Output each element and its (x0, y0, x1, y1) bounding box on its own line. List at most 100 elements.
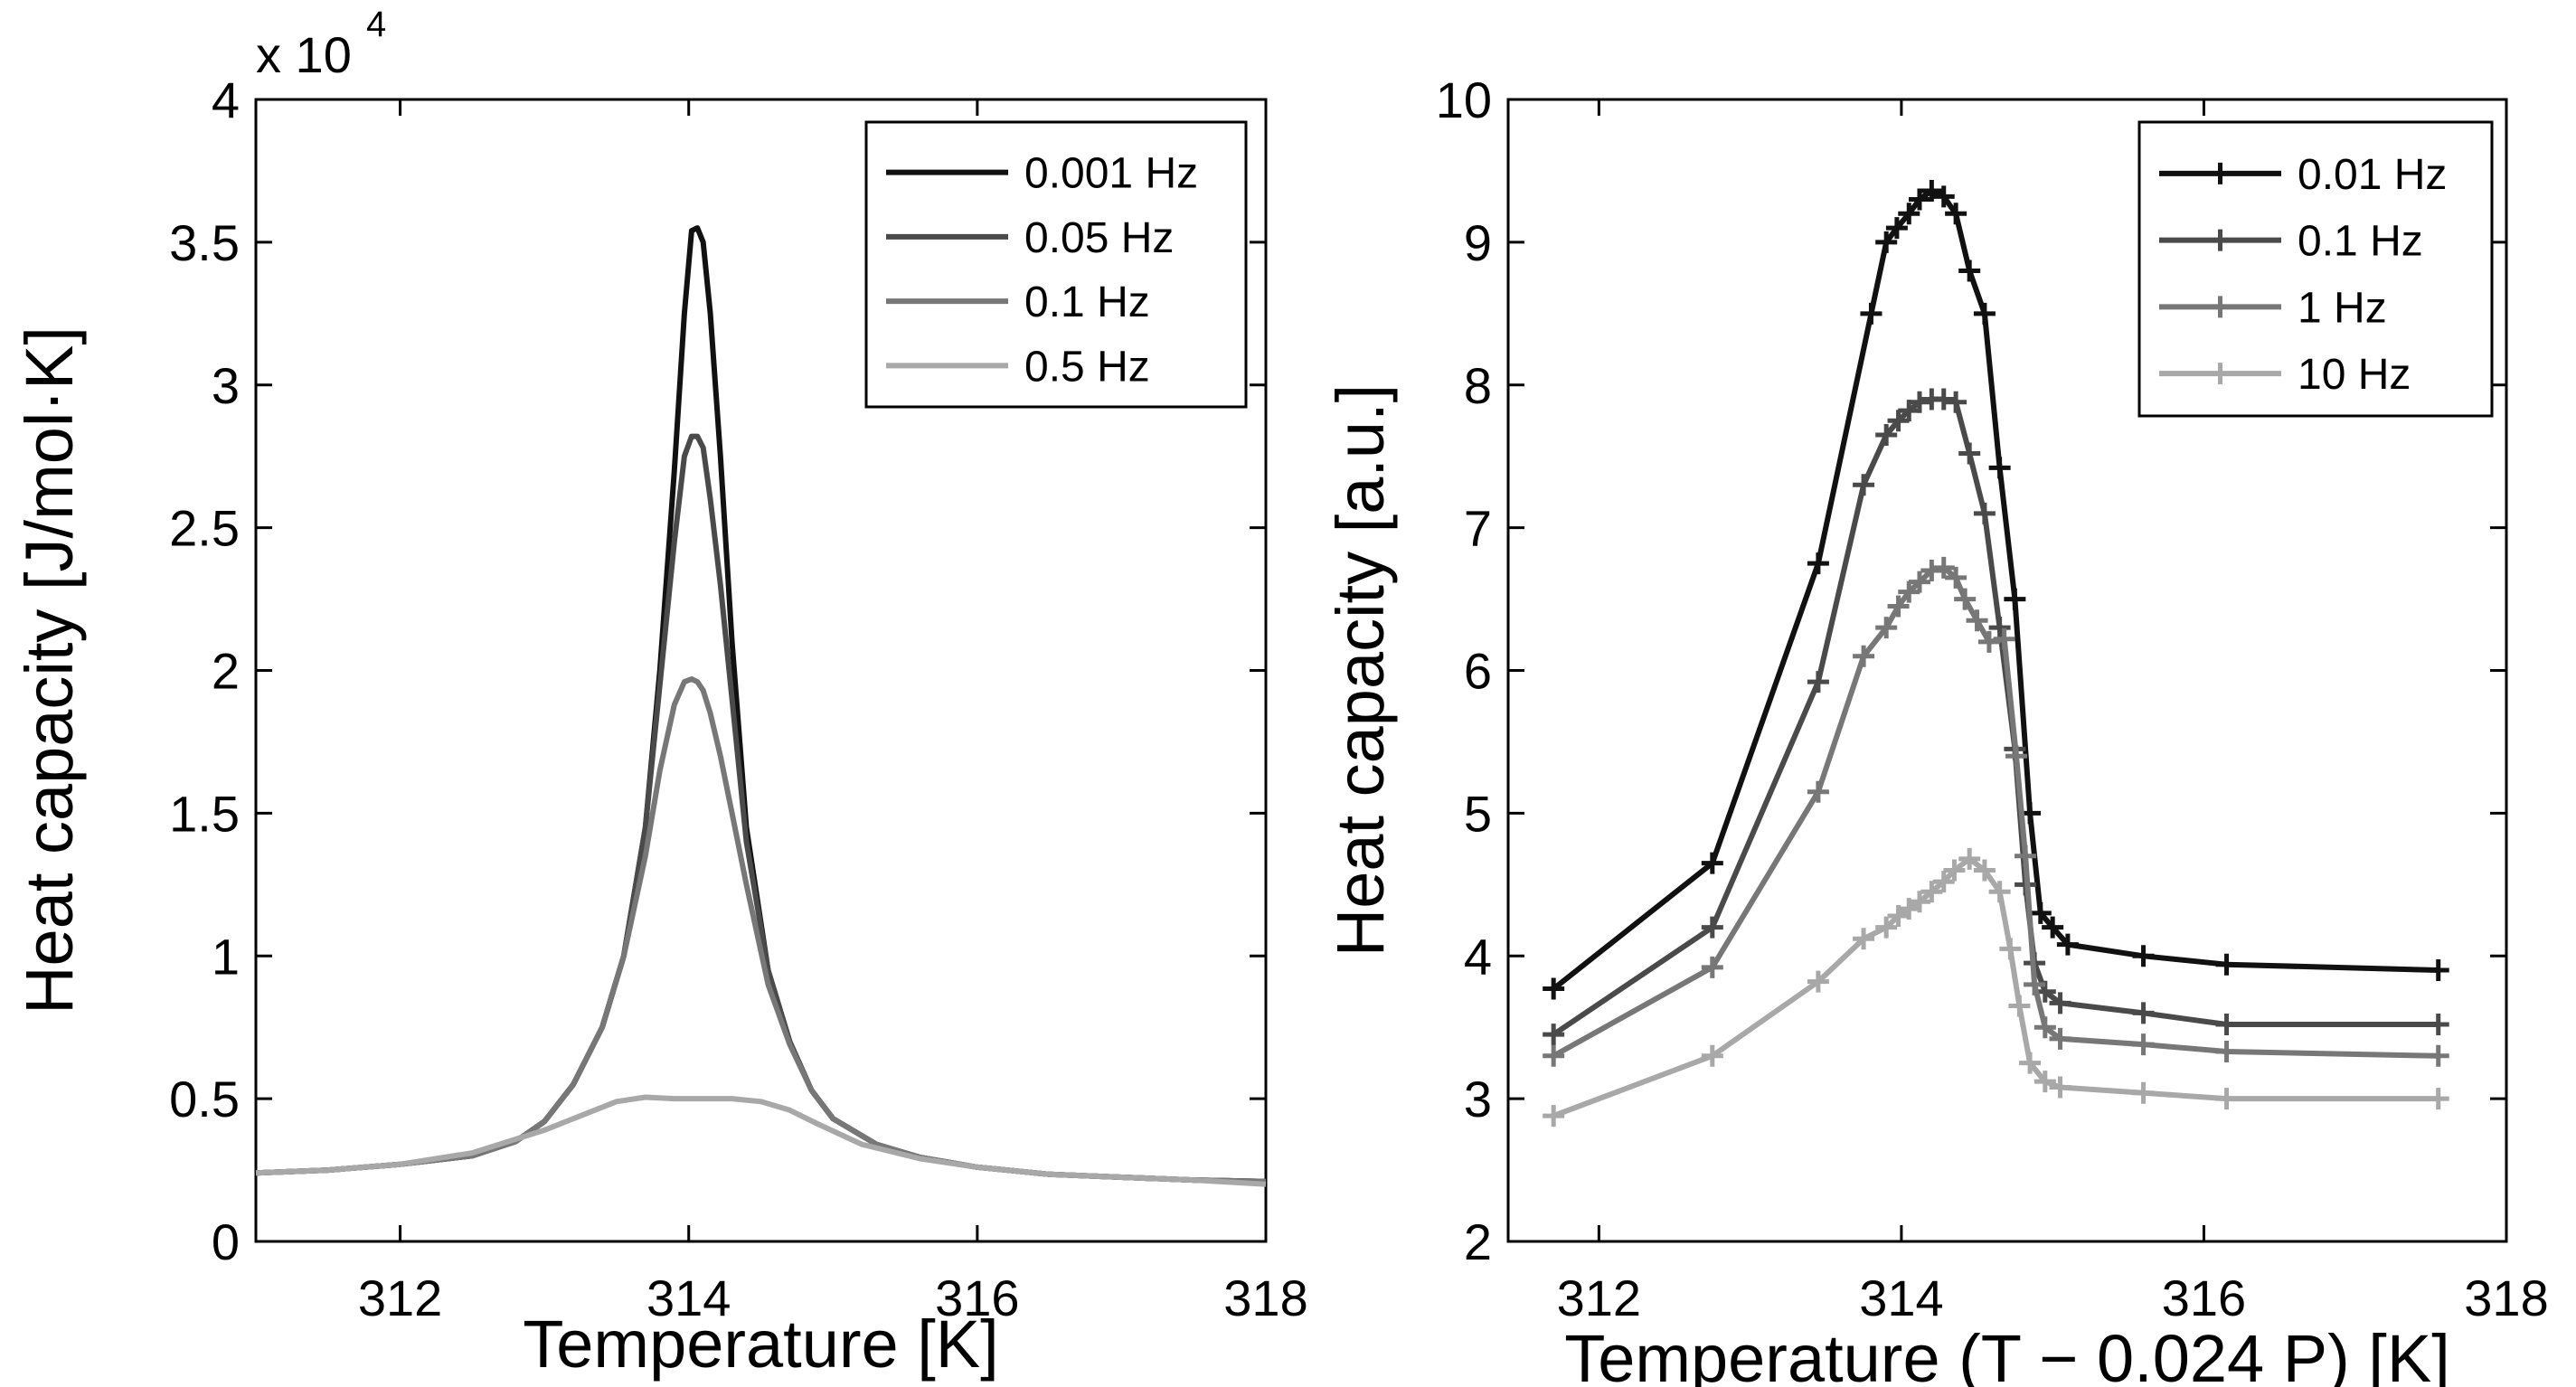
data-point-marker (1885, 217, 1908, 240)
legend-marker (2209, 296, 2232, 318)
data-point-marker (1932, 556, 1955, 579)
legend-label: 0.1 Hz (2298, 218, 2423, 266)
data-point-marker (1993, 627, 2015, 650)
series-line-0-5-hz (255, 1094, 1267, 1187)
legend-marker (2209, 229, 2232, 251)
data-point-marker (1966, 609, 1988, 632)
data-point-marker (2033, 1016, 2056, 1039)
data-point-marker (1543, 977, 1565, 1000)
data-point-marker (1945, 391, 1967, 413)
y-tick-label: 3 (212, 357, 240, 414)
data-point-marker (1875, 424, 1898, 447)
data-point-marker (1853, 474, 1875, 496)
data-point-marker (1807, 552, 1829, 575)
data-point-marker (1920, 881, 1943, 903)
x-tick-label: 316 (2162, 1269, 2246, 1326)
data-point-marker (2024, 973, 2046, 995)
y-tick-label: 6 (1464, 643, 1492, 700)
y-tick-label: 3.5 (169, 214, 240, 271)
legend-label: 0.05 Hz (1024, 214, 1174, 262)
data-point-marker (2215, 953, 2238, 976)
data-point-marker (1701, 956, 1723, 978)
data-point-marker (2049, 992, 2071, 1014)
y-tick-label: 0 (212, 1213, 240, 1270)
data-point-marker (1875, 916, 1898, 939)
data-point-marker (2215, 1041, 2238, 1063)
data-point-marker (1853, 645, 1875, 667)
data-point-marker (2049, 1027, 2071, 1050)
data-point-marker (2215, 1014, 2238, 1036)
data-point-marker (1943, 859, 1966, 882)
data-point-marker (1932, 388, 1955, 410)
data-point-marker (2029, 901, 2052, 924)
data-point-marker (2019, 1052, 2042, 1074)
data-point-marker (1958, 259, 1981, 282)
y-tick-label: 10 (1436, 71, 1492, 128)
data-point-marker (2427, 1014, 2449, 1036)
data-point-marker (2042, 916, 2064, 939)
data-point-marker (1807, 780, 1829, 803)
data-point-marker (1701, 852, 1723, 874)
legend-label: 0.5 Hz (1024, 343, 1150, 391)
data-point-marker (1543, 1044, 1565, 1067)
y-tick-label: 4 (212, 71, 240, 128)
data-point-marker (2427, 959, 2449, 982)
data-point-marker (1954, 588, 1977, 610)
y-tick-label: 3 (1464, 1071, 1492, 1128)
y-tick-label: 4 (1464, 928, 1492, 985)
data-point-marker (2132, 1002, 2155, 1024)
x-tick-label: 314 (646, 1269, 731, 1326)
series-line-0-1-hz (1552, 396, 2439, 1037)
y-tick-label: 2.5 (169, 500, 240, 557)
data-point-marker (1908, 188, 1930, 211)
data-point-marker (2033, 1071, 2056, 1093)
data-point-marker (1807, 970, 1829, 993)
data-point-marker (2008, 995, 2031, 1017)
data-point-marker (1973, 859, 1996, 882)
data-point-marker (2005, 745, 2028, 768)
legend-label: 10 Hz (2298, 351, 2411, 399)
y-tick-label: 1.5 (169, 785, 240, 842)
data-point-marker (1887, 410, 1910, 432)
x-tick-label: 312 (358, 1269, 442, 1326)
legend-marker (2209, 363, 2232, 385)
y-tick-label: 2 (1464, 1213, 1492, 1270)
y-tick-label: 7 (1464, 500, 1492, 557)
data-point-marker (1853, 928, 1875, 950)
data-point-marker (1988, 617, 2011, 639)
data-point-marker (1875, 231, 1898, 253)
data-point-marker (1977, 630, 2000, 653)
legend-label: 0.01 Hz (2298, 151, 2447, 199)
x-tick-label: 314 (1859, 1269, 1943, 1326)
y-axis-exponent-power: 4 (366, 5, 386, 44)
data-point-marker (1807, 671, 1829, 694)
data-point-marker (1920, 180, 1943, 203)
data-point-marker (1988, 457, 2011, 479)
data-point-marker (2427, 1044, 2449, 1067)
y-tick-label: 1 (212, 928, 240, 985)
data-point-marker (1920, 559, 1943, 581)
series-line-0-05-hz (255, 433, 1267, 1184)
data-point-marker (1898, 580, 1920, 603)
data-point-marker (1945, 566, 1967, 589)
legend-label: 1 Hz (2298, 284, 2387, 332)
data-point-marker (1908, 891, 1930, 913)
x-axis-label: Temperature [K] (523, 1307, 998, 1382)
data-point-marker (1543, 1024, 1565, 1046)
data-point-marker (2049, 1076, 2071, 1099)
data-point-marker (1543, 1105, 1565, 1128)
data-point-marker (1973, 502, 1996, 524)
x-tick-label: 318 (2464, 1269, 2548, 1326)
data-point-marker (2215, 1088, 2238, 1110)
data-point-marker (2004, 588, 2026, 610)
x-axis-label: Temperature (T − 0.024 P) [K] (1564, 1321, 2450, 1387)
data-point-marker (2132, 1033, 2155, 1056)
data-point-marker (2015, 844, 2037, 867)
data-point-marker (1701, 916, 1723, 939)
data-point-marker (2427, 1088, 2449, 1110)
right-chart-panel: 312 314 316 318 2 3 4 5 6 7 8 9 10 Temperature (T − 0… (1323, 71, 2549, 1387)
data-point-marker (1701, 1044, 1723, 1067)
data-point-marker (2132, 945, 2155, 967)
data-point-marker (1908, 391, 1930, 413)
data-point-marker (1945, 203, 1967, 225)
